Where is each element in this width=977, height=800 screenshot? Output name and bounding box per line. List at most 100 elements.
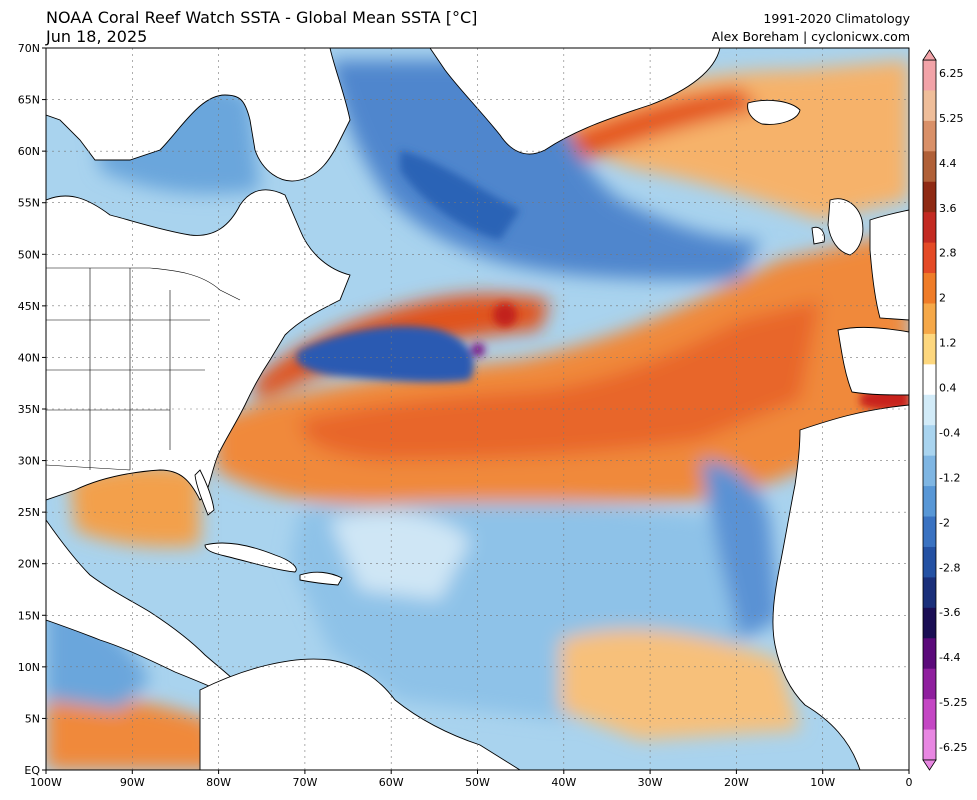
colorbar-segment [923,333,936,365]
colorbar-segment [923,151,936,183]
lat-tick-label: 45N [18,300,40,313]
map-date: Jun 18, 2025 [46,27,148,46]
colorbar-segment [923,516,936,548]
lon-tick-label: 30W [638,776,663,789]
iceland-land [747,99,801,125]
colorbar-label: 1.2 [939,337,957,350]
gulf-guinea-warm [560,629,800,740]
map-title: NOAA Coral Reef Watch SSTA - Global Mean… [46,8,478,27]
canary-cool-strip [700,460,780,640]
hispaniola-land [299,571,343,586]
tropical-neutral-patch [330,511,470,600]
colorbar-segment [923,120,936,152]
colorbar-segment [923,303,936,335]
lat-tick-label: 25N [18,506,40,519]
lon-tick-label: 0 [906,776,913,789]
colorbar-segment [923,729,936,761]
pacific-warm [46,696,220,770]
lat-tick-label: 20N [18,558,40,571]
colorbar-segment [923,364,936,396]
north-wall-cold-eddies [296,326,474,383]
colorbar-label: 4.4 [939,157,957,170]
lon-tick-label: 100W [30,776,62,789]
colorbar-label: -1.2 [939,471,960,484]
colorbar-max-arrow [922,49,937,61]
lon-tick-label: 90W [120,776,145,789]
colorbar-segment [923,90,936,122]
colorbar-label: 6.25 [939,67,964,80]
lon-tick-label: 60W [379,776,404,789]
ssta-details [296,150,909,411]
colorbar-segment [923,242,936,274]
colorbar-label: -3.6 [939,606,960,619]
colorbar-segment [923,273,936,304]
colorbar-segment [923,607,936,639]
lon-tick-label: 80W [206,776,231,789]
us-state-lines [46,268,210,470]
colorbar-min-arrow [922,759,937,771]
lat-tick-label: 10N [18,661,40,674]
colorbar-segment [923,638,936,670]
florida-land [194,469,215,516]
landmasses [46,48,909,770]
colorbar-segment [923,394,936,426]
lat-tick-label: 5N [25,712,40,725]
lat-tick-label: 70N [18,42,40,55]
colorbar-label: -2 [939,516,950,529]
ssta-field [46,60,909,770]
lat-tick-label: 15N [18,609,40,622]
colorbar-segment [923,546,936,578]
colorbar-segment [923,668,936,700]
europe-land [869,209,909,321]
colorbar-label: -5.25 [939,696,967,709]
lon-tick-label: 50W [465,776,490,789]
iberia-land [837,326,909,396]
colorbar: 6.25 5.25 4.4 3.6 2.8 2 1.2 0.4 -0.4 -1.2 -2 -2.8 -3… [922,49,967,771]
north-cool-region [330,60,760,280]
lat-tick-label: 60N [18,145,40,158]
lat-tick-label: 30N [18,455,40,468]
gulf-warm-region [70,464,200,547]
subtropical-strong-warm [300,300,820,460]
colorbar-label: -6.25 [939,741,967,754]
climatology-label: 1991-2020 Climatology [763,11,910,26]
lat-tick-label: 55N [18,197,40,210]
colorbar-label: 3.6 [939,202,957,215]
colorbar-label: 2 [939,292,946,305]
colorbar-segment [923,577,936,609]
british-isles-land [811,198,864,256]
colorbar-segment [923,455,936,487]
colorbar-segment [923,486,936,518]
colorbar-label: 2.8 [939,247,957,260]
labrador-deep-cool [400,150,520,240]
colorbar-label: -4.4 [939,651,960,664]
mexico-border [46,464,131,471]
lon-tick-label: 70W [292,776,317,789]
colorbar-segment [923,181,936,213]
lat-tick-label: 40N [18,351,40,364]
colorbar-segment [923,699,936,731]
colorbar-segment [923,425,936,457]
south-america-land [199,658,521,770]
lon-tick-label: 40W [551,776,576,789]
eddy-warm [493,303,517,327]
lat-tick-label: 50N [18,248,40,261]
colorbar-segment [923,212,936,244]
lon-tick-label: 10W [810,776,835,789]
lat-tick-label: 65N [18,94,40,107]
colorbar-label: 0.4 [939,382,957,395]
colorbar-label: 5.25 [939,112,964,125]
colorbar-segment [923,60,936,91]
axis-ticks: 70N 65N 60N 55N 50N 45N 40N 35N 30N 25N 20N 15N 10N 5… [18,42,913,789]
lat-tick-label: EQ [24,764,40,777]
eddy-cold [471,343,485,357]
north-america-land [46,48,351,501]
graticule [46,48,909,770]
map-plot-area [46,48,909,770]
credit-label: Alex Boreham | cyclonicwx.com [711,29,910,44]
colorbar-label: -2.8 [939,561,960,574]
cuba-land [204,542,297,573]
colorbar-label: -0.4 [939,426,960,439]
lon-tick-label: 20W [724,776,749,789]
